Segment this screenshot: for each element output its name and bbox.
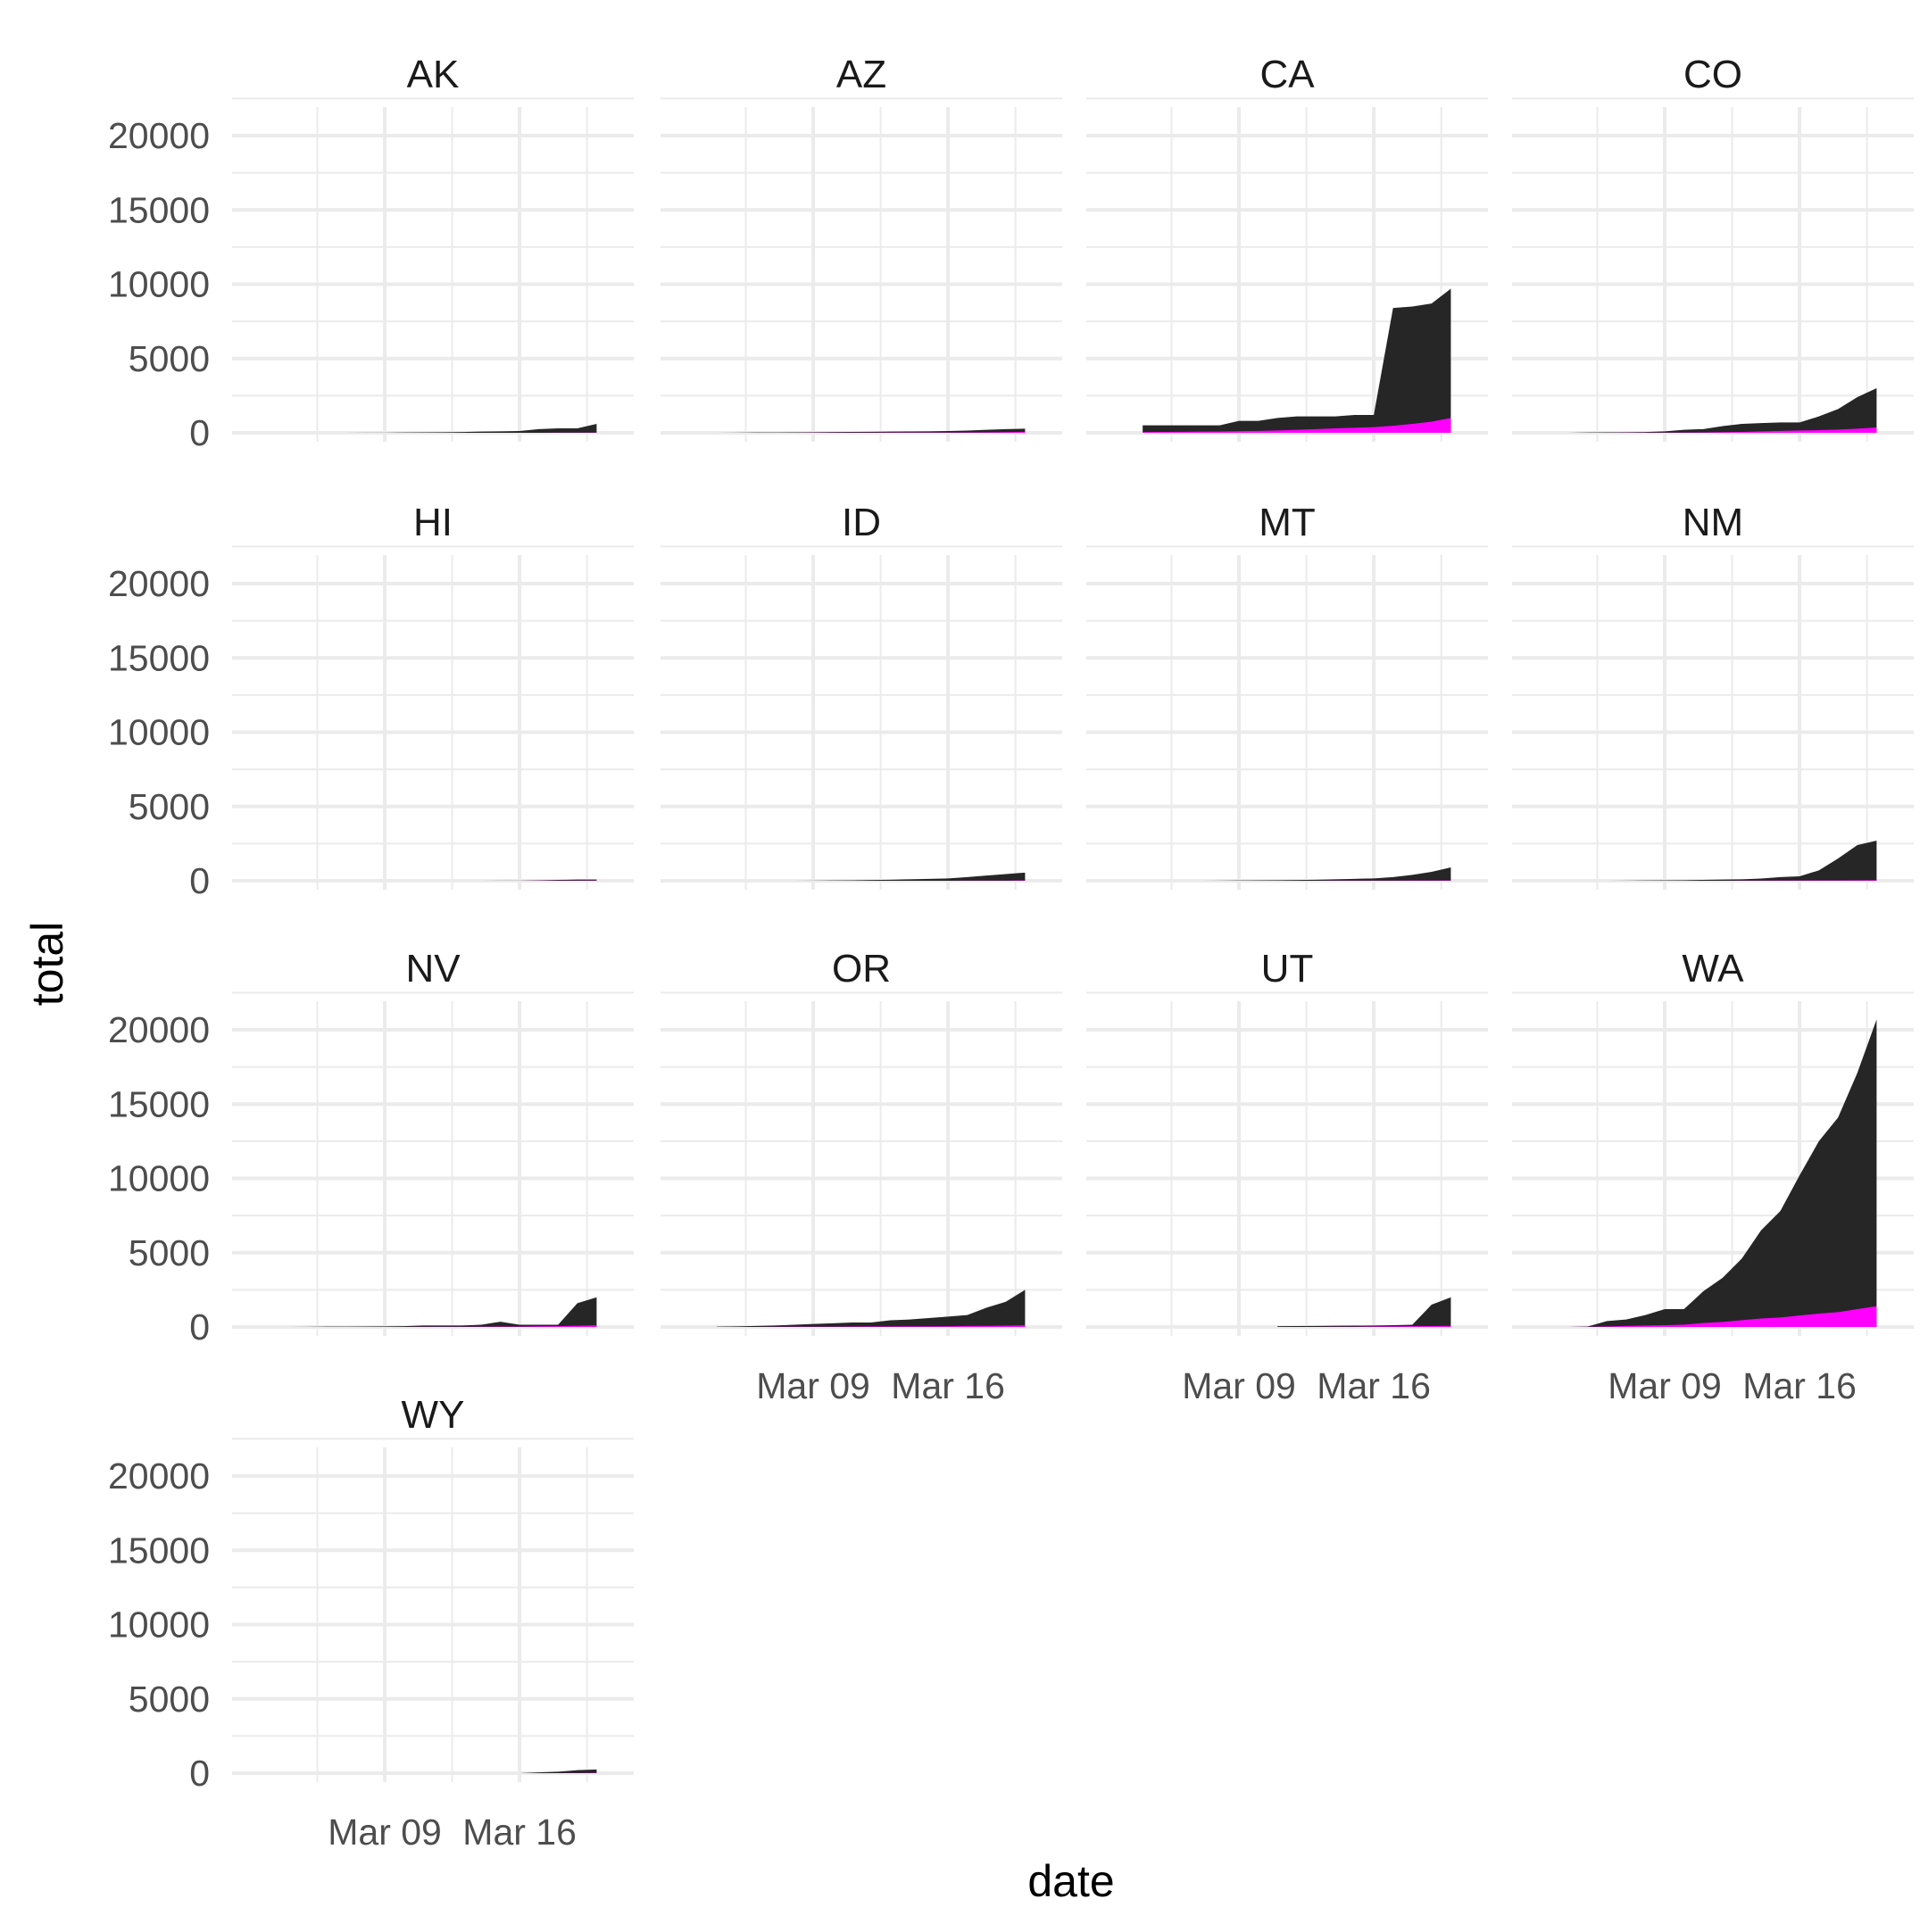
y-tick-label: 15000 bbox=[108, 189, 210, 230]
facet-label: WY bbox=[402, 1393, 465, 1437]
y-tick-label: 5000 bbox=[129, 338, 210, 379]
x-tick-label: Mar 09 bbox=[328, 1812, 442, 1853]
x-tick-label: Mar 16 bbox=[1317, 1365, 1431, 1406]
facet-label: CO bbox=[1683, 53, 1742, 96]
y-tick-label: 15000 bbox=[108, 1083, 210, 1124]
facet-label: AZ bbox=[836, 53, 886, 96]
y-tick-label: 0 bbox=[189, 1753, 210, 1794]
y-tick-label: 5000 bbox=[129, 1232, 210, 1273]
y-tick-label: 20000 bbox=[108, 115, 210, 156]
y-tick-label: 10000 bbox=[108, 1158, 210, 1199]
x-tick-label: Mar 09 bbox=[756, 1365, 870, 1406]
y-axis-title: total bbox=[22, 922, 72, 1007]
area-total-or bbox=[717, 1289, 1025, 1327]
area-total-ut bbox=[1277, 1298, 1450, 1327]
facet-label: UT bbox=[1261, 947, 1314, 991]
y-tick-label: 10000 bbox=[108, 264, 210, 305]
y-tick-label: 10000 bbox=[108, 1604, 210, 1646]
y-tick-label: 15000 bbox=[108, 1530, 210, 1571]
x-tick-label: Mar 16 bbox=[1742, 1365, 1857, 1406]
facet-label: OR bbox=[832, 947, 891, 991]
facet-label: AK bbox=[407, 53, 460, 96]
y-tick-label: 5000 bbox=[129, 1679, 210, 1720]
y-tick-label: 10000 bbox=[108, 712, 210, 753]
area-total-nm bbox=[1607, 841, 1876, 881]
facet-label: WA bbox=[1682, 947, 1744, 991]
facet-label: NM bbox=[1683, 501, 1743, 544]
y-tick-label: 0 bbox=[189, 412, 210, 453]
area-total-nv bbox=[288, 1298, 596, 1327]
y-tick-label: 20000 bbox=[108, 1455, 210, 1497]
x-tick-label: Mar 09 bbox=[1608, 1365, 1722, 1406]
facet-label: CA bbox=[1259, 53, 1315, 96]
y-tick-label: 5000 bbox=[129, 786, 210, 827]
x-tick-label: Mar 16 bbox=[462, 1812, 577, 1853]
y-tick-label: 0 bbox=[189, 860, 210, 901]
y-tick-label: 20000 bbox=[108, 563, 210, 604]
x-tick-label: Mar 09 bbox=[1182, 1365, 1296, 1406]
y-tick-label: 0 bbox=[189, 1306, 210, 1347]
facet-label: MT bbox=[1259, 501, 1316, 544]
facet-label: HI bbox=[413, 501, 453, 544]
x-tick-label: Mar 16 bbox=[891, 1365, 1005, 1406]
area-total-wa bbox=[1568, 1019, 1876, 1327]
facet-label: ID bbox=[842, 501, 881, 544]
x-axis-title: date bbox=[1027, 1856, 1114, 1906]
area-total-ca bbox=[1143, 288, 1450, 433]
y-tick-label: 15000 bbox=[108, 637, 210, 678]
facet-label: NV bbox=[405, 947, 461, 991]
y-tick-label: 20000 bbox=[108, 1009, 210, 1050]
